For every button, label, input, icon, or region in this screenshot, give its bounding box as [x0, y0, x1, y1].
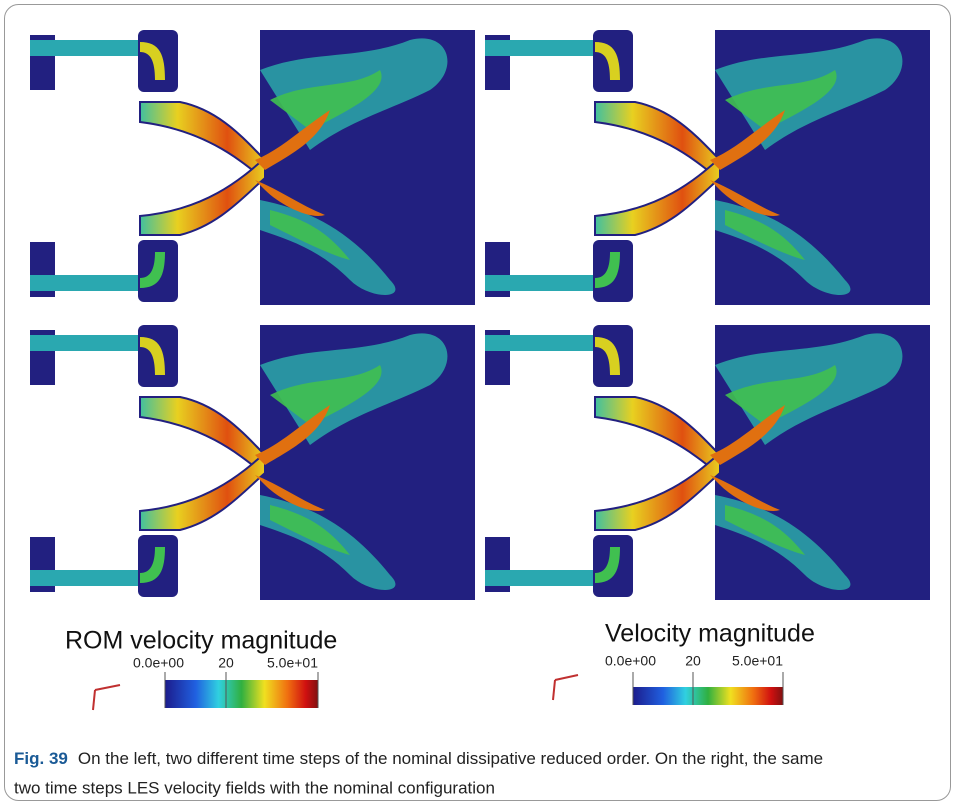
- colorbar-tick: 5.0e+01: [732, 653, 783, 669]
- colorbar-tick: 5.0e+01: [267, 655, 318, 671]
- les-field-1: [484, 29, 931, 306]
- colorbar-tick: 0.0e+00: [605, 653, 656, 669]
- rom-field-1: [29, 29, 476, 306]
- colorbar-tick: 20: [218, 655, 234, 671]
- caption-label: Fig. 39: [14, 749, 68, 768]
- caption-text: On the left, two different time steps of…: [78, 749, 823, 768]
- colorbar: 0.0e+00 20 5.0e+01: [92, 655, 319, 711]
- panel-title: Velocity magnitude: [605, 620, 815, 648]
- caption-line: two time steps LES velocity fields with …: [14, 778, 495, 797]
- caption-line: Fig. 39 On the left, two different time s…: [14, 749, 823, 768]
- colorbar-tick: 20: [685, 653, 701, 669]
- colorbar: 0.0e+00 20 5.0e+01: [552, 653, 784, 705]
- figure-frame: [4, 4, 951, 801]
- rom-field-2: [29, 324, 476, 601]
- les-field-2: [484, 324, 931, 601]
- panel-title: ROM velocity magnitude: [65, 627, 337, 655]
- colorbar-tick: 0.0e+00: [133, 655, 184, 671]
